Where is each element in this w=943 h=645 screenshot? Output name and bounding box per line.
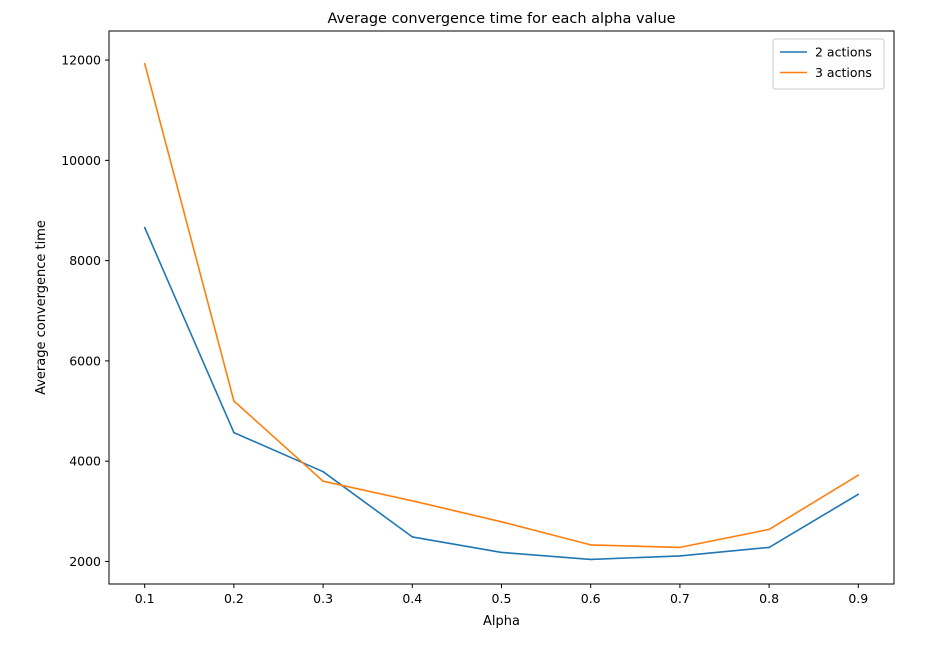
x-tick-label: 0.6 — [581, 591, 601, 606]
data-point — [322, 470, 324, 473]
x-axis-label: Alpha — [483, 614, 520, 629]
data-point — [768, 546, 770, 549]
data-point — [679, 555, 681, 557]
data-point — [589, 544, 592, 546]
x-tick-label: 0.4 — [402, 591, 422, 606]
x-tick-label: 0.9 — [848, 591, 868, 606]
x-tick-label: 0.3 — [313, 591, 333, 606]
y-tick-label: 2000 — [69, 554, 101, 569]
data-point — [411, 499, 414, 502]
data-point — [322, 480, 324, 483]
y-axis: 2000 4000 6000 8000 10000 12000 — [61, 53, 109, 569]
y-tick-label: 12000 — [61, 53, 101, 68]
y-tick-label: 4000 — [69, 454, 101, 469]
x-tick-label: 0.2 — [224, 591, 244, 606]
y-tick-label: 6000 — [69, 353, 101, 368]
legend-label: 2 actions — [815, 45, 872, 60]
data-point — [589, 558, 592, 561]
data-point — [143, 62, 146, 65]
chart-title: Average convergence time for each alpha … — [327, 11, 675, 27]
data-point — [857, 493, 860, 496]
data-point — [857, 474, 860, 477]
data-point — [500, 551, 503, 554]
x-tick-label: 0.5 — [492, 591, 512, 606]
y-tick-label: 8000 — [69, 253, 101, 268]
legend-label: 3 actions — [815, 65, 872, 80]
y-axis-label: Average convergence time — [34, 220, 49, 395]
data-point — [768, 528, 770, 531]
x-tick-label: 0.8 — [759, 591, 779, 606]
data-point — [233, 431, 235, 434]
x-tick-label: 0.1 — [135, 591, 155, 606]
legend: 2 actions 3 actions — [772, 38, 885, 90]
x-axis: 0.1 0.2 0.3 0.4 0.5 0.6 0.7 0.8 0.9 — [135, 584, 868, 606]
y-tick-label: 10000 — [61, 153, 101, 168]
x-tick-label: 0.7 — [670, 591, 690, 606]
plot-area — [143, 62, 860, 561]
data-point — [143, 226, 146, 229]
data-point — [500, 521, 503, 523]
data-point — [679, 546, 681, 549]
data-point — [233, 400, 235, 402]
data-point — [411, 536, 414, 538]
